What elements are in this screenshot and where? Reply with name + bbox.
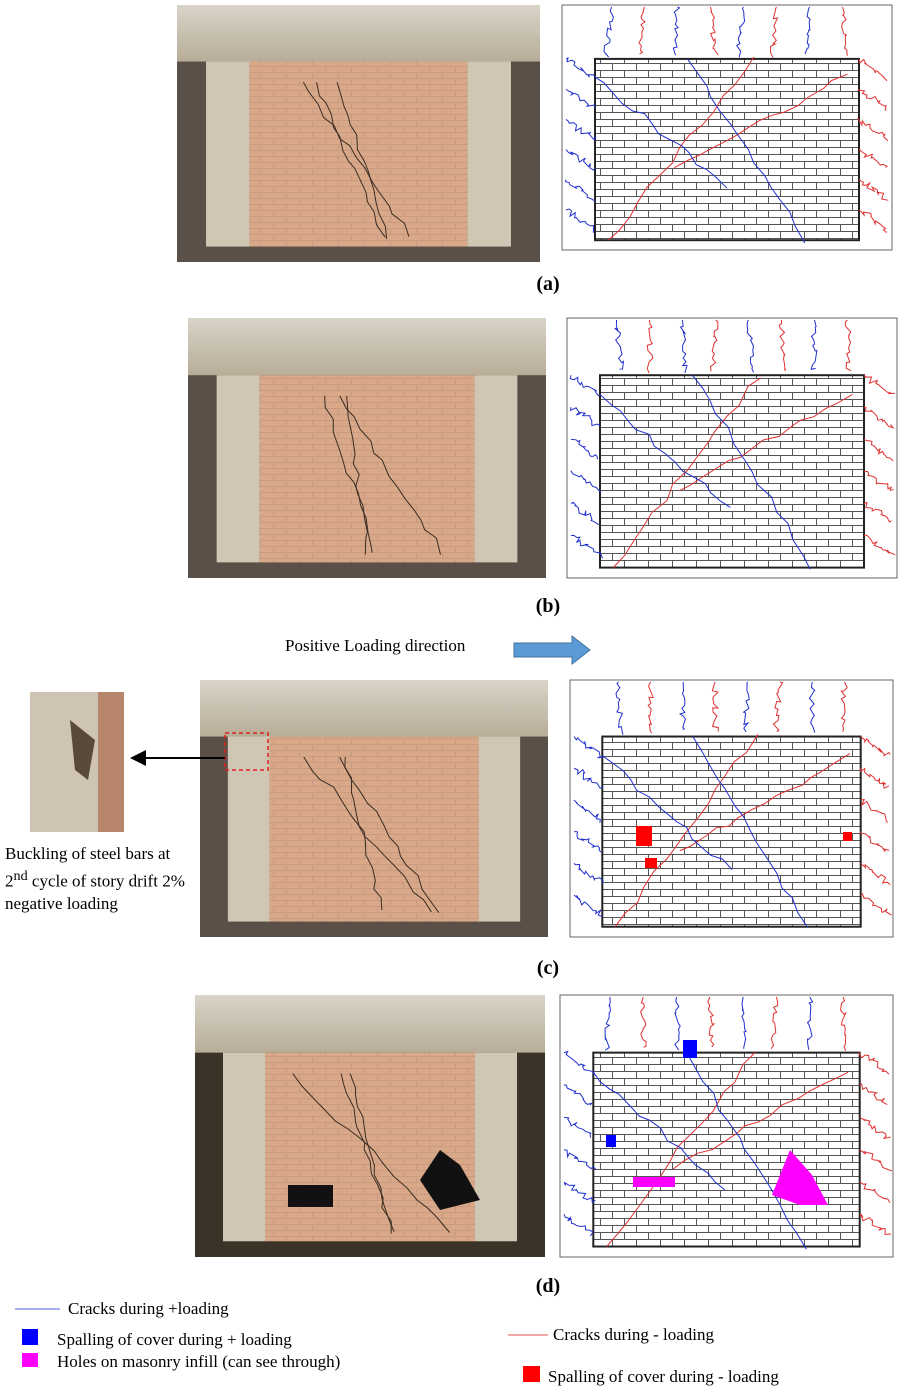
- column: [478, 737, 520, 922]
- figure-art: [30, 5, 897, 1257]
- legend-swatch: [22, 1329, 38, 1345]
- brick-infill: [595, 59, 859, 240]
- legend-label: Cracks during - loading: [553, 1325, 714, 1344]
- column: [474, 375, 517, 562]
- column: [223, 1053, 265, 1242]
- spalling: [606, 1135, 616, 1147]
- spalling: [683, 1040, 697, 1058]
- beam: [195, 995, 545, 1053]
- column: [228, 737, 270, 922]
- brick-infill: [600, 375, 864, 567]
- callout-sup: nd: [14, 868, 28, 884]
- column: [467, 62, 511, 247]
- loading-direction: Positive Loading direction: [285, 636, 466, 655]
- spalling: [636, 826, 652, 846]
- column: [217, 375, 260, 562]
- figure: (a) (b) (c) (d) Positive Loading directi…: [0, 0, 911, 1389]
- inset-brick: [98, 692, 124, 832]
- panel-label: (b): [536, 595, 560, 617]
- legend-label: Holes on masonry infill (can see through…: [57, 1352, 340, 1371]
- beam: [177, 5, 540, 62]
- hole: [633, 1177, 675, 1187]
- panel-label: (d): [536, 1275, 560, 1297]
- beam: [200, 680, 548, 737]
- callout-part: cycle of story drift 2% negative loading: [5, 872, 185, 913]
- legend-label: Spalling of cover during + loading: [57, 1330, 292, 1349]
- brick-infill: [593, 1053, 859, 1247]
- panel-label: (c): [537, 957, 559, 979]
- legend-swatch: [523, 1366, 540, 1382]
- callout-text: Buckling of steel bars at 2nd cycle of s…: [5, 843, 195, 915]
- beam: [188, 318, 546, 375]
- legend-label: Spalling of cover during - loading: [548, 1367, 779, 1386]
- hole-photo: [288, 1185, 333, 1207]
- page: (a) (b) (c) (d) Positive Loading directi…: [0, 0, 911, 1389]
- spalling: [843, 832, 852, 841]
- legend-label: Cracks during +loading: [68, 1299, 229, 1318]
- infill: [250, 62, 468, 247]
- spalling: [645, 858, 657, 868]
- panel-label: (a): [536, 273, 559, 295]
- legend-swatch: [22, 1353, 38, 1367]
- column: [206, 62, 250, 247]
- column: [475, 1053, 517, 1242]
- infill: [270, 737, 479, 922]
- direction-arrow: [514, 636, 590, 664]
